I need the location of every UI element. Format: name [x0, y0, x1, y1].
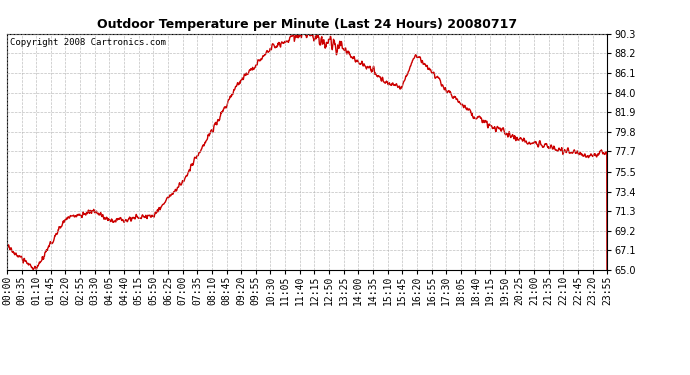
Title: Outdoor Temperature per Minute (Last 24 Hours) 20080717: Outdoor Temperature per Minute (Last 24 …: [97, 18, 517, 31]
Text: Copyright 2008 Cartronics.com: Copyright 2008 Cartronics.com: [10, 39, 166, 48]
